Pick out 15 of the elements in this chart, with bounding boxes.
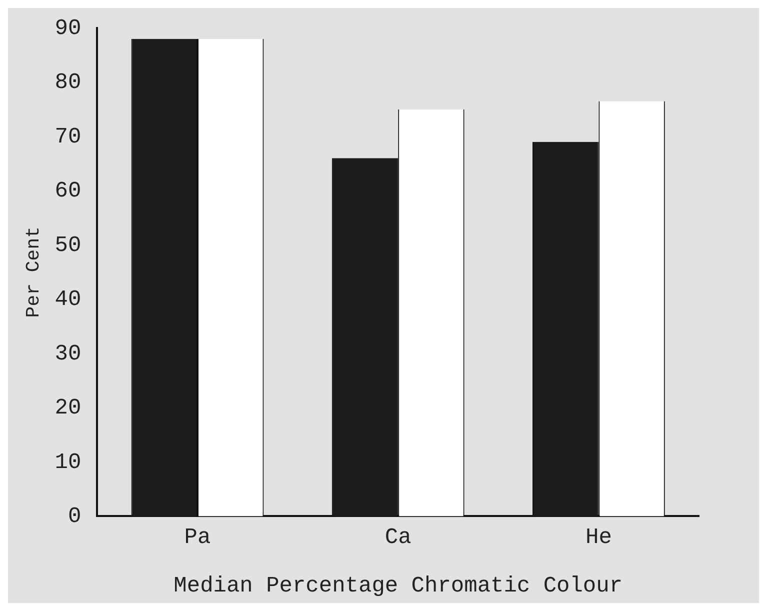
x-axis-title: Median Percentage Chromatic Colour — [174, 574, 623, 599]
y-tick-label: 0 — [68, 504, 82, 530]
y-tick-label: 70 — [54, 124, 82, 150]
x-tick-label: Pa — [184, 525, 211, 550]
y-tick-label: 20 — [54, 396, 82, 421]
y-tick-label: 30 — [54, 341, 82, 366]
y-tick-label: 10 — [54, 450, 82, 475]
y-tick-label: 50 — [54, 232, 82, 258]
y-tick-label: 40 — [54, 287, 82, 312]
y-tick-label: 60 — [54, 178, 82, 204]
y-tick-label: 90 — [54, 16, 82, 41]
y-axis-title: Per Cent — [22, 226, 44, 318]
y-tick-label: 80 — [54, 70, 82, 96]
x-tick-label: He — [586, 525, 612, 550]
x-tick-label: Ca — [384, 525, 412, 550]
